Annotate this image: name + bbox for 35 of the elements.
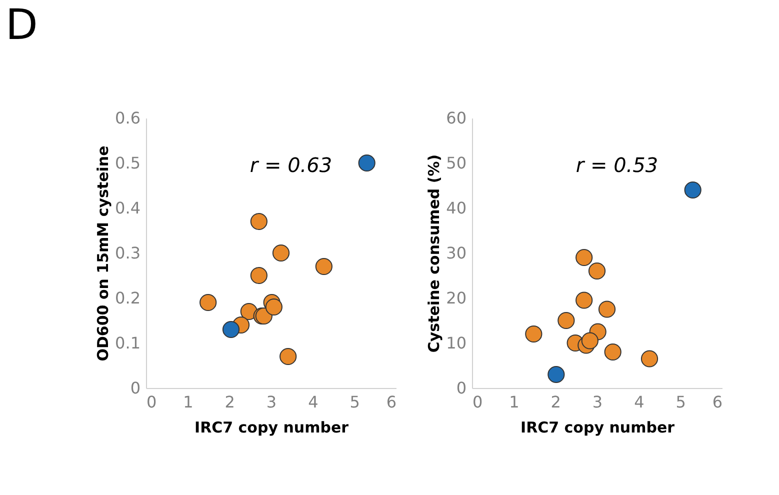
y-tick-label: 0.3 [115,244,140,262]
y-tick-label: 40 [446,198,466,218]
x-tick-label: 5 [676,392,686,412]
x-tick-label: 0 [472,392,483,412]
x-tick-label: 2 [224,392,235,412]
y-axis-title: OD600 on 15mM cysteine [94,146,112,362]
y-tick-label: 0.4 [115,198,140,218]
y-tick-label: 0 [130,378,140,398]
x-tick-label: 6 [712,392,722,412]
x-tick-label: 6 [386,392,396,412]
y-axis-title: Cysteine consumed (%) [425,154,444,353]
chart-title: D [6,0,38,49]
x-axis-title: IRC7 copy number [194,418,350,436]
y-tick-label: 0.1 [115,334,140,352]
x-tick-label: 4 [634,392,644,412]
y-tick-label: 10 [446,334,466,352]
x-tick-label: 0 [146,392,157,412]
y-tick-label: 50 [446,154,466,172]
y-tick-label: 0.2 [115,288,140,308]
x-tick-label: 2 [550,392,561,412]
x-tick-label: 1 [509,392,520,412]
x-tick-label: 4 [308,392,318,412]
annotation: r = 0.53 [576,153,658,177]
y-tick-label: 0.5 [115,154,140,172]
x-axis-title: IRC7 copy number [520,418,676,436]
x-tick-label: 3 [266,392,277,412]
annotation: r = 0.63 [250,153,332,177]
x-tick-label: 3 [592,392,603,412]
y-tick-label: 60 [446,108,466,128]
y-tick-label: 20 [446,288,466,308]
x-tick-label: 1 [183,392,194,412]
y-tick-label: 0 [456,378,466,398]
y-tick-label: 0.6 [115,108,140,128]
y-tick-label: 30 [446,244,466,262]
x-tick-label: 5 [350,392,360,412]
